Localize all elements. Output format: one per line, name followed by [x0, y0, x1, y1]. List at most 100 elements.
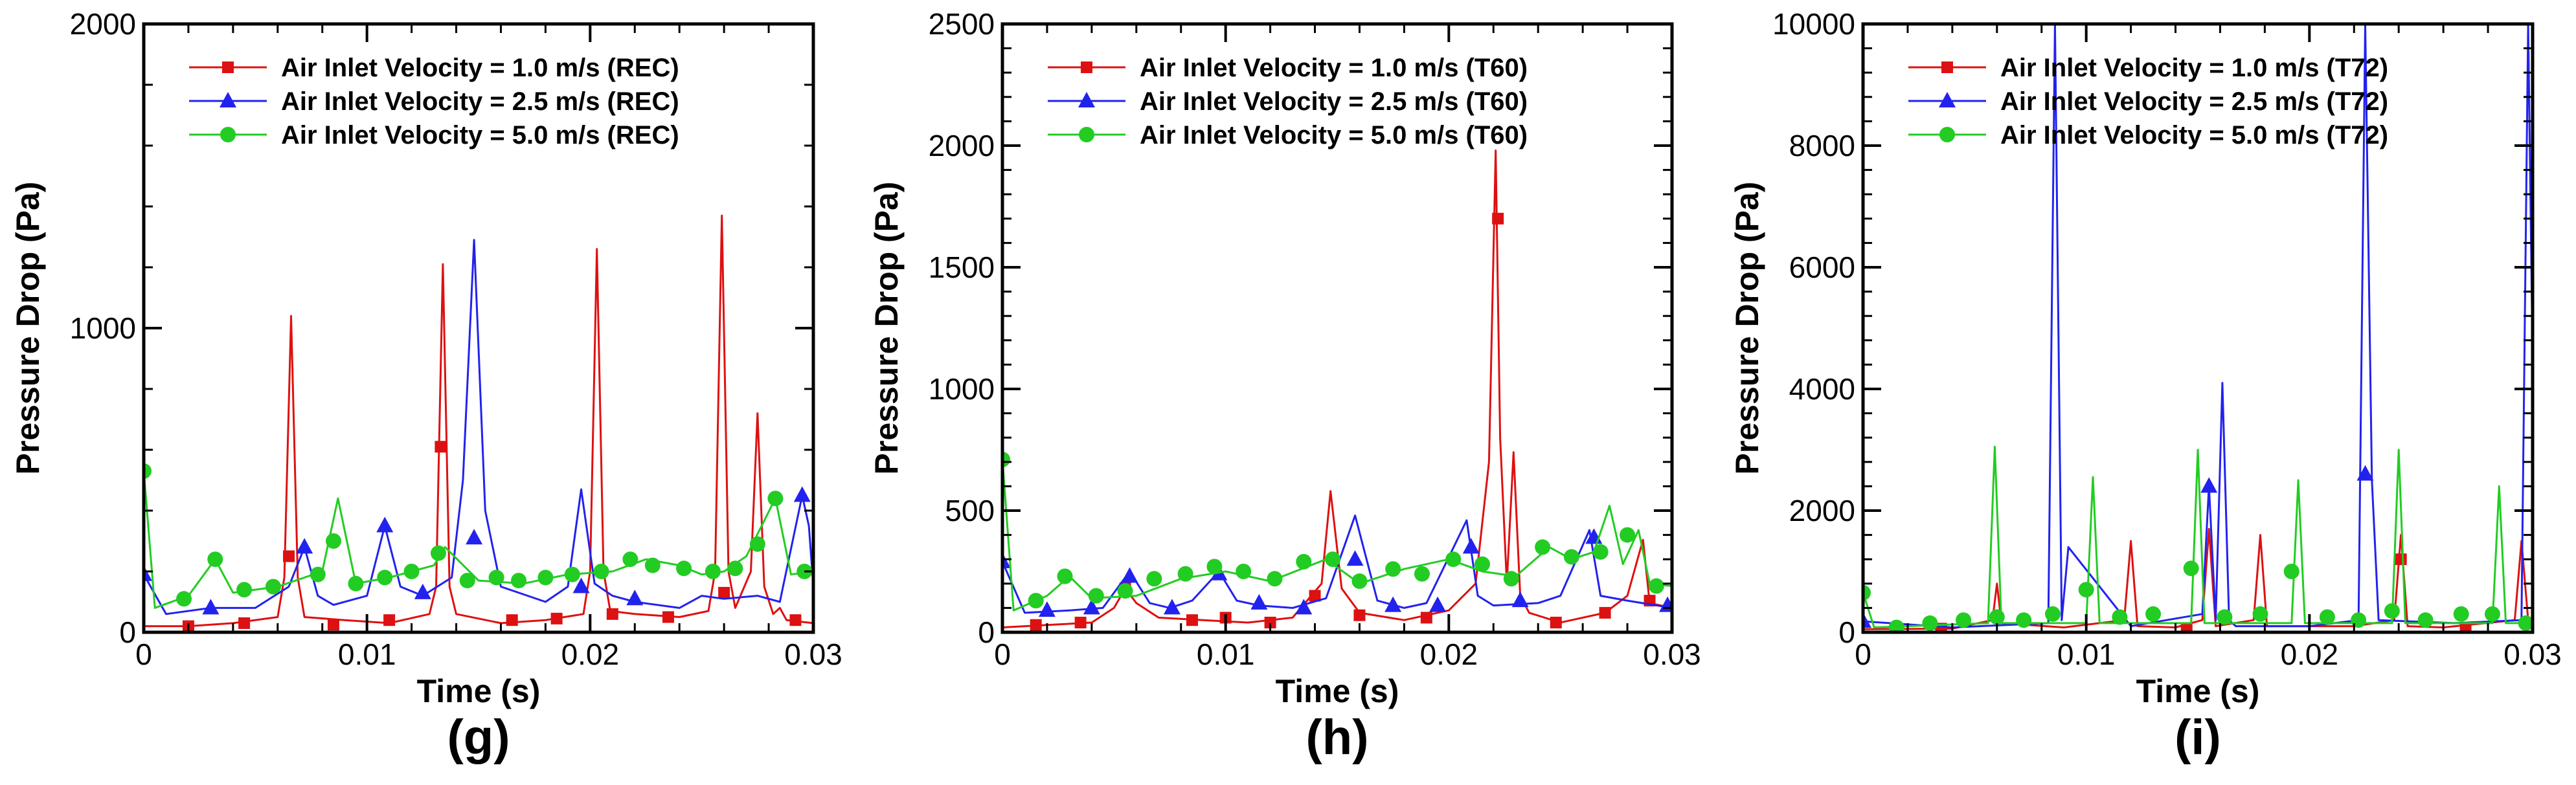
data-point [662, 611, 674, 623]
series-line [144, 239, 813, 615]
data-point [506, 614, 518, 626]
data-point [435, 441, 447, 453]
data-point [1351, 573, 1368, 590]
data-point [1648, 578, 1664, 594]
data-point [1325, 551, 1341, 568]
x-tick-label: 0.03 [1643, 637, 1701, 671]
data-point [749, 536, 765, 552]
data-point [1863, 584, 1871, 601]
data-point [1030, 619, 1042, 631]
data-point [459, 573, 475, 589]
plot-frame [1861, 22, 2535, 634]
plot-frame [1000, 22, 1674, 634]
data-point [1346, 550, 1364, 566]
data-point [2200, 477, 2218, 493]
legend-entry: Air Inlet Velocity = 1.0 m/s (T72) [2000, 54, 2388, 82]
x-axis-label: Time (s) [1276, 673, 1399, 709]
series-2 [1863, 24, 2533, 628]
data-point [1295, 599, 1313, 615]
data-point [1503, 571, 1519, 587]
data-point [383, 614, 396, 626]
data-point [348, 575, 364, 592]
y-tick-label: 1000 [929, 372, 995, 406]
data-point [606, 608, 618, 620]
data-point [1074, 616, 1087, 628]
data-point [1057, 568, 1073, 584]
data-point [2180, 624, 2193, 632]
data-point [727, 560, 743, 577]
data-point [537, 569, 554, 586]
data-point [325, 533, 341, 549]
data-point [2044, 606, 2061, 622]
legend: Air Inlet Velocity = 1.0 m/s (T72) Air In… [1908, 54, 2388, 149]
data-point [265, 579, 281, 595]
data-point [2459, 622, 2472, 632]
legend: Air Inlet Velocity = 1.0 m/s (REC) Air In… [189, 54, 679, 149]
y-tick-label: 500 [945, 494, 995, 527]
data-point [1088, 588, 1104, 604]
data-point [296, 538, 313, 554]
data-point [1511, 592, 1529, 608]
data-point [1353, 609, 1366, 621]
series-2 [1002, 514, 1672, 617]
data-point [572, 577, 590, 593]
legend-entry: Air Inlet Velocity = 1.0 m/s (REC) [281, 54, 679, 82]
legend-marker [222, 61, 234, 73]
data-point [1989, 609, 2005, 625]
legend-marker [1939, 92, 1956, 107]
data-point [1956, 612, 1972, 628]
data-point [207, 551, 223, 568]
data-point [414, 583, 431, 599]
x-axis-label: Time (s) [2136, 673, 2260, 709]
legend-entry: Air Inlet Velocity = 2.5 m/s (T72) [2000, 87, 2388, 116]
data-point [488, 569, 504, 586]
data-point [1535, 539, 1551, 555]
x-tick-label: 0 [135, 637, 152, 671]
y-tick-label: 2000 [1789, 494, 1855, 527]
data-point [403, 564, 420, 579]
data-point [2252, 606, 2268, 622]
data-point [1038, 601, 1056, 617]
data-point [2319, 609, 2335, 625]
data-point [593, 564, 609, 579]
legend-entry: Air Inlet Velocity = 5.0 m/s (T72) [2000, 121, 2388, 149]
legend-marker [1941, 61, 1953, 73]
legend-marker [220, 92, 236, 107]
y-tick-label: 2500 [929, 7, 995, 41]
data-point [1083, 599, 1100, 615]
data-point [2283, 564, 2299, 579]
data-point [789, 614, 802, 626]
x-tick-label: 0.03 [784, 637, 842, 671]
y-tick-label: 1500 [929, 250, 995, 284]
legend-entry: Air Inlet Velocity = 5.0 m/s (REC) [281, 121, 679, 149]
x-axis-label: Time (s) [417, 673, 541, 709]
data-point [2395, 553, 2407, 566]
data-point [1420, 612, 1432, 624]
data-point [1445, 551, 1462, 568]
data-point [1002, 552, 1011, 568]
x-tick-label: 0 [1855, 637, 1871, 671]
data-point [1888, 619, 1904, 632]
legend-entry: Air Inlet Velocity = 5.0 m/s (T60) [1140, 121, 1528, 149]
y-axis-label: Pressure Drop (Pa) [10, 182, 46, 475]
data-point [1206, 558, 1223, 575]
x-tick-label: 0.01 [1197, 637, 1255, 671]
y-tick-label: 1000 [70, 311, 136, 345]
y-tick-label: 4000 [1789, 372, 1855, 406]
data-point [1177, 566, 1193, 582]
series-3 [144, 463, 813, 609]
x-tick-label: 0.01 [338, 637, 396, 671]
data-point [1384, 596, 1402, 612]
data-point [144, 565, 152, 581]
data-point [2417, 612, 2434, 628]
chart-panel-3: 0 0.01 0.02 0.03 0 2000 4000 6000 8000 10000 Time … [1729, 7, 2562, 765]
data-point [1563, 549, 1579, 565]
data-point [1922, 615, 1938, 631]
chart-panel-1: 0 0.01 0.02 0.03 0 1000 2000 Time (s) Pressure D… [10, 7, 842, 765]
data-point [376, 516, 394, 533]
data-point [2016, 612, 2032, 628]
data-point [2078, 582, 2094, 598]
data-point [377, 569, 393, 586]
panel-label: (h) [1305, 710, 1368, 765]
